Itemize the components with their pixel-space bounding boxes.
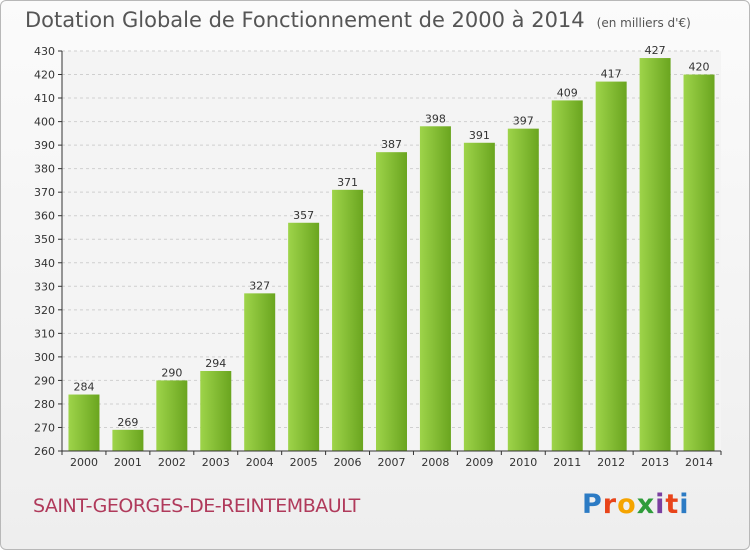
x-tick-label: 2011 [553, 456, 581, 469]
y-tick-label: 390 [34, 139, 55, 152]
value-label: 391 [469, 129, 490, 142]
value-label: 427 [645, 44, 666, 57]
y-tick-label: 430 [34, 45, 55, 58]
x-tick-label: 2003 [202, 456, 230, 469]
value-label: 371 [337, 176, 358, 189]
x-tick-label: 2006 [334, 456, 362, 469]
bars: 284 269 290 294 327 357 371 387 398 391 397 409 417 4… [68, 44, 715, 452]
bar-2004 [244, 293, 276, 451]
bar-2013 [639, 58, 671, 451]
bar-2003 [200, 371, 232, 451]
y-tick-label: 400 [34, 116, 55, 129]
chart-unit: (en milliers d'€) [596, 16, 691, 30]
y-tick-label: 310 [34, 327, 55, 340]
bar-2012 [595, 81, 627, 452]
value-label: 357 [293, 209, 314, 222]
x-tick-label: 2001 [114, 456, 142, 469]
bar-2010 [507, 128, 539, 451]
y-tick-label: 330 [34, 280, 55, 293]
logo-letter: r [602, 489, 618, 520]
chart-title: Dotation Globale de Fonctionnement de 20… [25, 8, 691, 32]
value-label: 420 [689, 61, 710, 74]
logo-letter: i [679, 489, 690, 520]
y-tick-label: 360 [34, 210, 55, 223]
x-tick-label: 2010 [509, 456, 537, 469]
value-label: 397 [513, 115, 534, 128]
value-label: 417 [601, 68, 622, 81]
bar-2002 [156, 380, 188, 451]
bar-2008 [419, 126, 451, 451]
chart-title-text: Dotation Globale de Fonctionnement de 20… [25, 8, 585, 32]
bar-2014 [683, 74, 715, 451]
logo-letter: t [665, 489, 680, 520]
x-tick-label: 2007 [378, 456, 406, 469]
value-label: 387 [381, 138, 402, 151]
value-label: 327 [249, 279, 270, 292]
x-tick-label: 2013 [641, 456, 669, 469]
x-tick-label: 2005 [290, 456, 318, 469]
y-tick-label: 270 [34, 421, 55, 434]
y-tick-label: 380 [34, 163, 55, 176]
value-label: 284 [73, 381, 94, 394]
x-tick-label: 2004 [246, 456, 274, 469]
y-tick-label: 420 [34, 69, 55, 82]
y-tick-label: 260 [34, 445, 55, 458]
y-tick-label: 290 [34, 374, 55, 387]
value-label: 409 [557, 86, 578, 99]
y-tick-label: 410 [34, 92, 55, 105]
bar-2005 [288, 222, 320, 451]
y-tick-label: 300 [34, 351, 55, 364]
x-tick-label: 2014 [685, 456, 713, 469]
logo-letter: x [636, 489, 656, 520]
value-label: 290 [161, 366, 182, 379]
x-tick-label: 2009 [465, 456, 493, 469]
bar-2000 [68, 394, 100, 451]
x-tick-label: 2002 [158, 456, 186, 469]
value-label: 269 [117, 416, 138, 429]
bar-2009 [463, 142, 495, 451]
logo-letter: o [617, 489, 637, 520]
x-tick-label: 2000 [70, 456, 98, 469]
y-tick-label: 340 [34, 257, 55, 270]
logo-letter: P [582, 489, 603, 520]
value-label: 294 [205, 357, 226, 370]
y-tick-label: 320 [34, 304, 55, 317]
logo-letter: i [655, 489, 666, 520]
value-label: 398 [425, 112, 446, 125]
commune-name: SAINT-GEORGES-DE-REINTEMBAULT [33, 495, 360, 517]
bar-2007 [376, 152, 407, 452]
bar-2001 [112, 429, 144, 451]
y-tick-label: 280 [34, 398, 55, 411]
x-tick-label: 2012 [597, 456, 625, 469]
bar-2006 [332, 189, 364, 451]
x-tick-label: 2008 [421, 456, 449, 469]
bar-2011 [551, 100, 583, 451]
proxiti-logo: Proxiti [582, 489, 690, 520]
y-tick-label: 370 [34, 186, 55, 199]
y-tick-label: 350 [34, 233, 55, 246]
axes: 260 270 280 290 300 310 320 330 340 350 360 370 380 3… [34, 45, 722, 469]
